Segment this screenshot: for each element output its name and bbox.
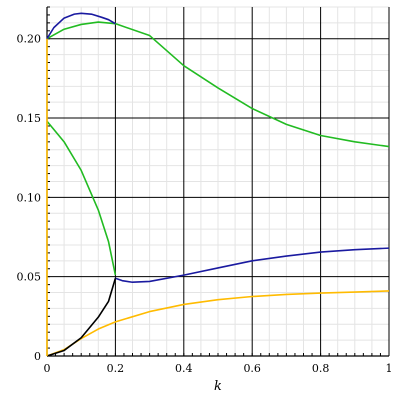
x-tick-label: 0.6 — [243, 362, 261, 375]
x-tick-label: 0 — [44, 362, 51, 375]
y-tick-label: 0.05 — [17, 271, 42, 284]
x-tick-label: 0.8 — [312, 362, 330, 375]
y-tick-label: 0.15 — [17, 112, 42, 125]
series-group — [46, 12, 390, 357]
y-tick-label: 0 — [34, 350, 41, 363]
y-tick-label: 0.10 — [17, 191, 42, 204]
x-axis-label: k — [214, 379, 222, 394]
grid — [46, 6, 390, 357]
series-line-2 — [46, 120, 117, 276]
series-line-1 — [46, 21, 390, 148]
x-tick-label: 1 — [386, 362, 393, 375]
tick-labels: 0 0.2 0.4 0.6 0.8 1 0 0.05 0.10 0.15 0.20 — [17, 33, 393, 375]
series-line-4 — [115, 247, 390, 284]
x-tick-label: 0.2 — [107, 362, 125, 375]
series-line-3 — [46, 12, 116, 40]
x-tick-label: 0.4 — [175, 362, 193, 375]
y-tick-label: 0.20 — [17, 33, 42, 46]
series-line-6 — [46, 278, 117, 357]
